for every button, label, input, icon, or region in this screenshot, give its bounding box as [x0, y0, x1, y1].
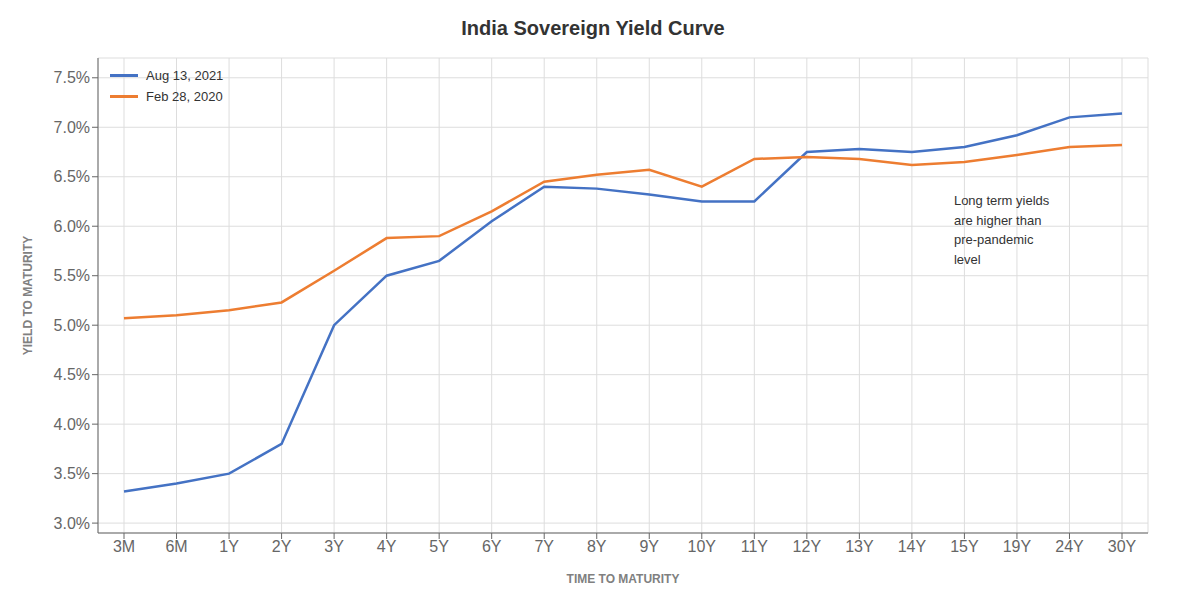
- svg-text:3M: 3M: [113, 538, 135, 555]
- svg-text:3Y: 3Y: [324, 538, 344, 555]
- svg-text:10Y: 10Y: [688, 538, 717, 555]
- svg-text:19Y: 19Y: [1003, 538, 1032, 555]
- svg-text:6Y: 6Y: [482, 538, 502, 555]
- svg-text:12Y: 12Y: [793, 538, 822, 555]
- svg-text:13Y: 13Y: [845, 538, 874, 555]
- svg-text:7.5%: 7.5%: [54, 69, 90, 86]
- svg-text:6.0%: 6.0%: [54, 218, 90, 235]
- svg-text:14Y: 14Y: [898, 538, 927, 555]
- svg-text:5Y: 5Y: [429, 538, 449, 555]
- html-text:Long term yields are higher th: Long term yields are higher than pre-pan…: [953, 193, 1050, 267]
- svg-text:4.5%: 4.5%: [54, 366, 90, 383]
- svg-text:4.0%: 4.0%: [54, 416, 90, 433]
- svg-text:8Y: 8Y: [587, 538, 607, 555]
- svg-text:5.0%: 5.0%: [54, 317, 90, 334]
- html-text:Feb 28, 2020: Feb 28, 2020: [146, 89, 223, 104]
- svg-text:30Y: 30Y: [1108, 538, 1137, 555]
- svg-text:15Y: 15Y: [950, 538, 979, 555]
- svg-text:7.0%: 7.0%: [54, 119, 90, 136]
- svg-text:2Y: 2Y: [272, 538, 292, 555]
- html-text:India Sovereign Yield Curve: India Sovereign Yield Curve: [461, 17, 725, 39]
- svg-text:3.0%: 3.0%: [54, 515, 90, 532]
- svg-text:1Y: 1Y: [219, 538, 239, 555]
- svg-text:TIME TO MATURITY: TIME TO MATURITY: [567, 572, 680, 586]
- html-text:Aug 13, 2021: Aug 13, 2021: [146, 68, 224, 83]
- svg-text:24Y: 24Y: [1055, 538, 1084, 555]
- svg-text:6M: 6M: [165, 538, 187, 555]
- svg-text:7Y: 7Y: [534, 538, 554, 555]
- svg-text:5.5%: 5.5%: [54, 267, 90, 284]
- svg-text:4Y: 4Y: [377, 538, 397, 555]
- svg-text:11Y: 11Y: [741, 538, 769, 555]
- svg-text:3.5%: 3.5%: [54, 465, 90, 482]
- svg-text:YIELD TO MATURITY: YIELD TO MATURITY: [21, 236, 35, 356]
- svg-text:9Y: 9Y: [639, 538, 659, 555]
- svg-text:6.5%: 6.5%: [54, 168, 90, 185]
